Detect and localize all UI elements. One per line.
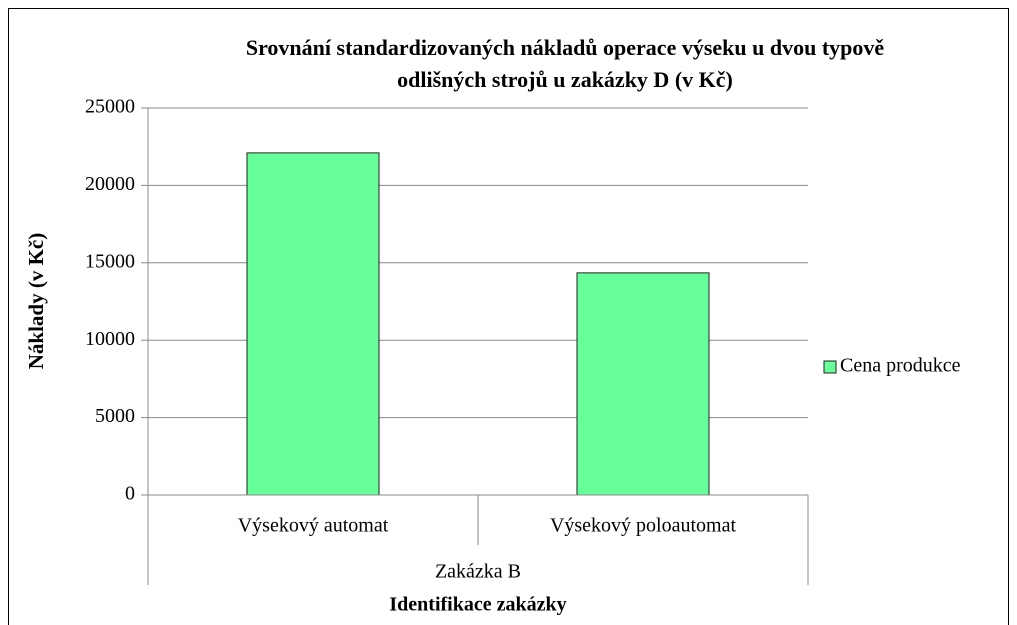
x-axis-title: Identifikace zakázky — [389, 594, 566, 616]
bar — [576, 272, 710, 496]
legend-swatch — [823, 360, 837, 374]
y-tick-label: 0 — [125, 483, 135, 505]
bar — [246, 152, 380, 496]
group-label: Zakázka B — [435, 561, 521, 583]
y-tick-label: 20000 — [85, 173, 135, 195]
legend-label: Cena produkce — [840, 355, 961, 377]
x-tick-label: Výsekový automat — [238, 515, 389, 537]
chart-title: Srovnání standardizovaných nákladů opera… — [246, 35, 885, 60]
y-tick-label: 25000 — [85, 96, 135, 118]
y-tick-label: 15000 — [85, 250, 135, 272]
y-axis-title: Náklady (v Kč) — [24, 233, 48, 370]
y-tick-label: 10000 — [85, 328, 135, 350]
chart-frame — [8, 8, 1009, 625]
chart-title: odlišných strojů u zakázky D (v Kč) — [397, 67, 733, 92]
y-tick-label: 5000 — [95, 405, 135, 427]
x-tick-label: Výsekový poloautomat — [550, 515, 737, 537]
